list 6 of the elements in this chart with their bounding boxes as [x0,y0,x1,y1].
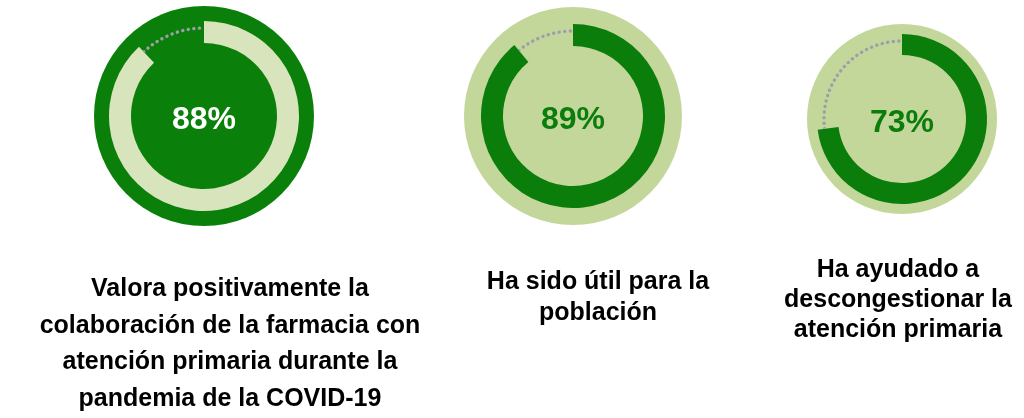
data-label: 88% [171,100,237,136]
text: Valora positivamente la colaboración de la farmacia con atención primaria durante la pandemia de la COVID-19 [39,273,421,411]
data-label: 73% [869,103,935,139]
text: Ha ayudado a descongestionar la atención primaria [784,254,1014,342]
text: Ha sido útil para la población [486,266,711,325]
data-label: 89% [540,100,606,136]
